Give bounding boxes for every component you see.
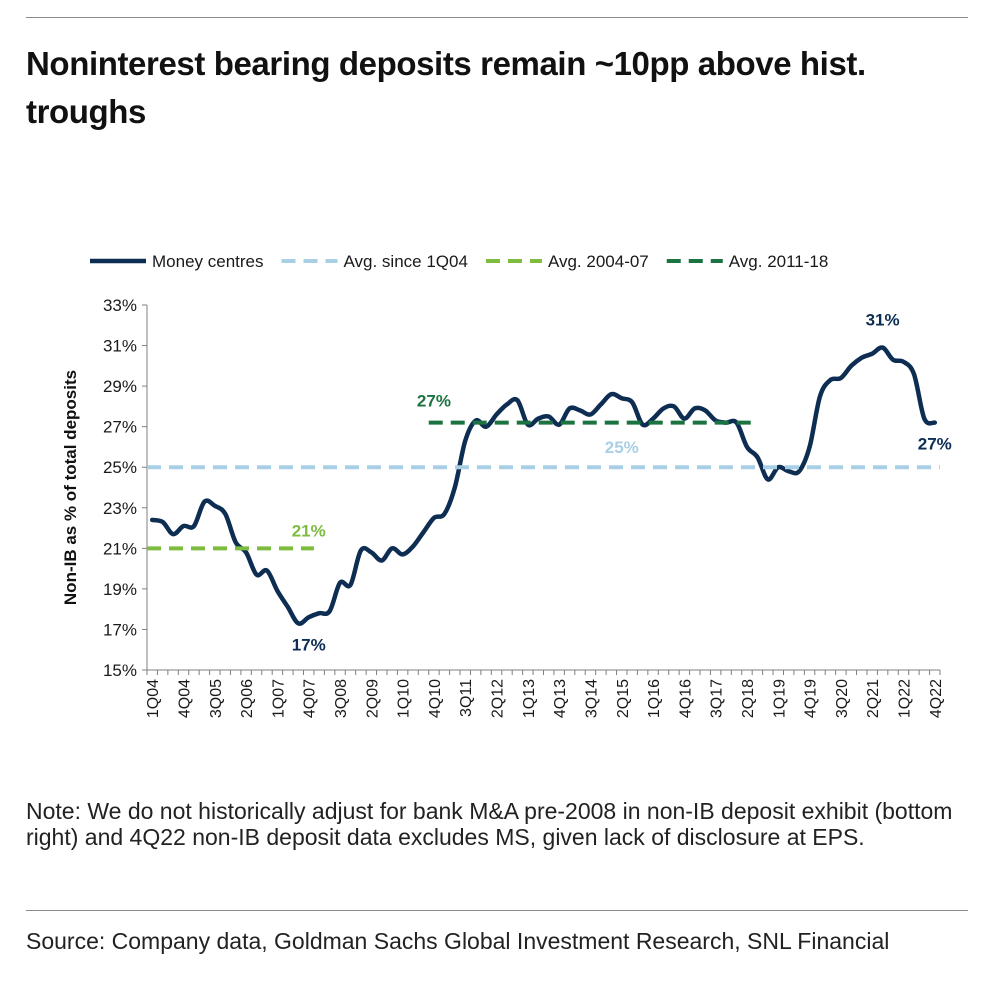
y-tick-label: 27% (103, 418, 137, 437)
y-tick-label: 23% (103, 499, 137, 518)
legend-label: Avg. 2004-07 (548, 252, 649, 271)
legend-label: Avg. 2011-18 (729, 252, 829, 271)
x-tick-label: 2Q21 (865, 679, 882, 718)
y-tick-label: 15% (103, 661, 137, 680)
x-tick-label: 3Q20 (834, 679, 851, 718)
y-tick-label: 19% (103, 580, 137, 599)
y-tick-label: 21% (103, 539, 137, 558)
y-tick-label: 29% (103, 377, 137, 396)
x-tick-label: 3Q05 (208, 679, 225, 718)
x-tick-label: 2Q18 (740, 679, 757, 718)
x-tick-label: 4Q04 (177, 679, 194, 718)
data-label: 25% (605, 438, 639, 457)
x-tick-label: 2Q09 (364, 679, 381, 718)
source-text: Source: Company data, Goldman Sachs Glob… (26, 928, 890, 954)
x-tick-label: 1Q04 (145, 679, 162, 718)
x-tick-label: 3Q11 (458, 679, 475, 717)
y-axis-title: Non-IB as % of total deposits (61, 370, 80, 605)
y-tick-label: 17% (103, 620, 137, 639)
top-rule (26, 17, 968, 18)
y-tick-label: 33% (103, 296, 137, 315)
note-text: Note: We do not historically adjust for … (26, 798, 953, 850)
x-tick-label: 2Q15 (615, 679, 632, 718)
x-tick-label: 1Q19 (771, 679, 788, 718)
bottom-rule (26, 910, 968, 911)
x-tick-label: 4Q16 (677, 679, 694, 718)
x-tick-label: 3Q17 (709, 679, 726, 718)
x-tick-label: 4Q10 (427, 679, 444, 718)
x-tick-label: 4Q19 (803, 679, 820, 718)
x-tick-label: 3Q08 (333, 679, 350, 718)
x-tick-label: 1Q22 (896, 679, 913, 718)
data-label: 27% (918, 435, 952, 454)
data-label: 21% (292, 521, 326, 540)
data-label: 17% (292, 635, 326, 654)
money-centres-line (149, 345, 938, 626)
legend-label: Avg. since 1Q04 (344, 252, 468, 271)
x-tick-label: 1Q13 (521, 679, 538, 718)
x-tick-label: 2Q06 (239, 679, 256, 718)
x-tick-label: 1Q07 (270, 679, 287, 718)
x-tick-label: 3Q14 (583, 679, 600, 718)
page-title: Noninterest bearing deposits remain ~10p… (26, 45, 866, 130)
x-tick-label: 4Q13 (552, 679, 569, 718)
x-tick-label: 1Q16 (646, 679, 663, 718)
data-label: 27% (417, 392, 451, 411)
x-tick-label: 4Q22 (928, 679, 945, 718)
x-tick-label: 2Q12 (490, 679, 507, 718)
x-tick-label: 1Q10 (396, 679, 413, 718)
chart: 15% 17% 19% 21% 23% 25% 27% 29% 31% 33% 1Q04 4Q04 3Q… (61, 252, 952, 718)
legend-label: Money centres (152, 252, 264, 271)
data-label: 31% (866, 311, 900, 330)
y-tick-label: 31% (103, 337, 137, 356)
x-tick-label: 4Q07 (302, 679, 319, 718)
y-tick-label: 25% (103, 458, 137, 477)
